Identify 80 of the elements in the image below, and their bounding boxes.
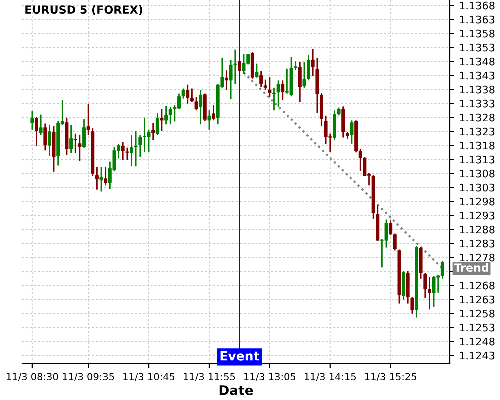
x-tick-label: 11/3 08:30 xyxy=(7,373,58,382)
candlestick xyxy=(298,61,302,103)
chart-title: EURUSD 5 (FOREX) xyxy=(26,5,142,16)
candlestick xyxy=(242,53,246,76)
candlestick xyxy=(272,87,276,112)
candlestick xyxy=(190,88,194,103)
y-tick-label: 1.1248 xyxy=(460,338,495,346)
y-tick-label: 1.1348 xyxy=(460,58,495,66)
candlestick xyxy=(130,134,134,168)
x-tick-label: 11/3 13:05 xyxy=(244,373,296,382)
y-tick-label: 1.1338 xyxy=(460,86,495,94)
y-tick-label: 1.1313 xyxy=(460,156,495,164)
series-label: Trend xyxy=(454,263,488,272)
y-tick-label: 1.1343 xyxy=(460,72,495,80)
candlestick xyxy=(121,142,125,162)
y-tick-label: 1.1303 xyxy=(460,184,495,192)
y-tick-label: 1.1298 xyxy=(460,198,495,206)
candlestick xyxy=(44,123,48,152)
candlestick xyxy=(389,220,393,236)
candlestick xyxy=(255,63,259,79)
y-tick-label: 1.1368 xyxy=(460,2,495,10)
y-tick-label: 1.1318 xyxy=(460,142,495,150)
candlestick xyxy=(82,118,86,149)
y-tick-label: 1.1353 xyxy=(460,44,495,52)
candlestick xyxy=(276,80,280,108)
y-tick-label: 1.1328 xyxy=(460,114,495,122)
candlestick xyxy=(168,106,172,126)
x-tick-label: 11/3 11:55 xyxy=(184,373,236,382)
candlestick xyxy=(268,76,272,98)
candlestick xyxy=(95,166,99,191)
candlestick xyxy=(225,70,228,92)
candlestick xyxy=(212,104,216,122)
y-tick-label: 1.1283 xyxy=(460,240,495,248)
y-tick-label: 1.1278 xyxy=(460,254,495,262)
candlestick xyxy=(260,70,264,88)
candlestick xyxy=(199,90,203,126)
candlestick xyxy=(186,84,190,105)
candlestick xyxy=(428,276,432,310)
candlestick xyxy=(350,120,354,145)
candlestick xyxy=(70,124,74,154)
candlestick xyxy=(39,114,43,136)
candlestick xyxy=(182,88,186,100)
y-tick-label: 1.1333 xyxy=(460,100,495,108)
candlestick xyxy=(104,166,108,186)
y-tick-label: 1.1323 xyxy=(460,128,495,136)
y-tick-label: 1.1288 xyxy=(460,226,495,234)
y-tick-label: 1.1263 xyxy=(460,296,495,304)
x-tick-label: 11/3 14:15 xyxy=(304,373,356,382)
annotation: Event xyxy=(220,352,260,361)
x-tick-label: 11/3 15:25 xyxy=(365,373,416,382)
candlestick xyxy=(342,106,346,138)
candlestick xyxy=(393,233,397,252)
candlestick xyxy=(281,80,285,102)
candlestick xyxy=(440,260,444,280)
candlestick xyxy=(194,96,198,112)
candlestick xyxy=(164,105,168,126)
candlestick xyxy=(332,110,336,142)
y-tick-label: 1.1293 xyxy=(460,212,495,220)
candlestick xyxy=(147,130,151,154)
y-tick-label: 1.1243 xyxy=(460,352,495,360)
candlestick xyxy=(302,61,306,89)
candlestick xyxy=(78,134,82,162)
y-tick-label: 1.1308 xyxy=(460,170,495,178)
candlestick xyxy=(30,110,34,131)
x-axis-title: Date xyxy=(220,386,254,396)
candlestick xyxy=(160,108,164,132)
y-tick-label: 1.1268 xyxy=(460,282,495,290)
y-tick-label: 1.1258 xyxy=(460,310,495,318)
y-tick-label: 1.1363 xyxy=(460,16,495,24)
x-tick-label: 11/3 09:35 xyxy=(63,373,114,382)
candlestick xyxy=(152,122,156,141)
candlestick xyxy=(156,112,160,136)
candlestick xyxy=(134,130,138,168)
candlestick xyxy=(35,116,38,148)
x-tick-label: 11/3 10:45 xyxy=(124,373,175,382)
y-tick-label: 1.1253 xyxy=(460,324,495,332)
y-tick-label: 1.1358 xyxy=(460,30,495,38)
candlestick xyxy=(384,219,388,248)
candlestick xyxy=(48,124,52,157)
candlestick xyxy=(307,54,311,82)
